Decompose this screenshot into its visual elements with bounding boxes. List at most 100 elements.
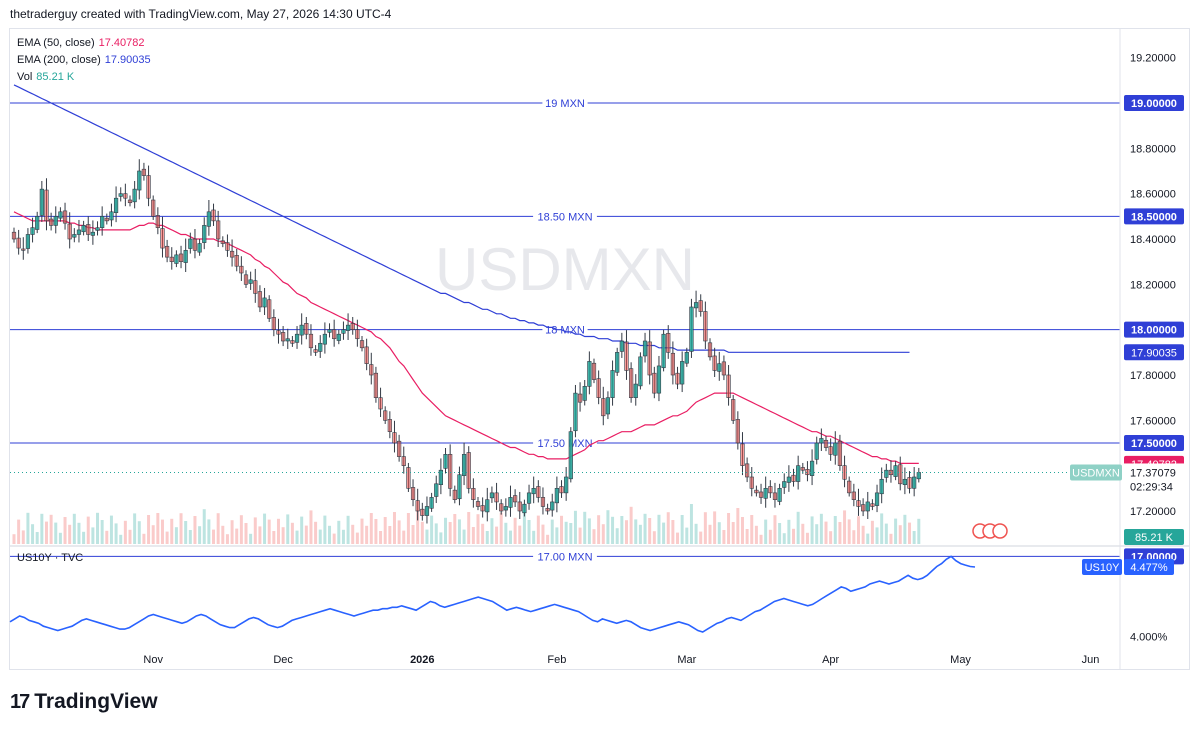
last-value-labels: 17.9003517.4078217.3707902:29:34USDMXN85… [972, 344, 1184, 545]
candle-body [239, 265, 244, 274]
volume-bar [411, 525, 415, 544]
price-level-label: 17.50 MXN [537, 438, 592, 450]
candle-body [461, 454, 467, 476]
volume-bar [434, 523, 438, 544]
indicator-legend[interactable]: EMA (50, close) 17.40782 EMA (200, close)… [17, 35, 151, 86]
volume-bar [638, 524, 642, 544]
volume-bar [708, 524, 712, 544]
price-level-label-bg [542, 96, 588, 110]
candle-body [424, 506, 430, 516]
volume-bar [699, 531, 703, 544]
legend-volume[interactable]: Vol 85.21 K [17, 69, 151, 86]
candle-body [67, 223, 72, 240]
candle-body [438, 469, 443, 486]
volume-bar [555, 527, 559, 544]
volume-bar [662, 522, 666, 544]
us10y-legend[interactable]: US10Y · TVC [17, 552, 84, 564]
candle-body [819, 438, 824, 444]
candle-body [745, 463, 750, 478]
volume-bar [31, 524, 35, 544]
candle-body [842, 465, 847, 480]
volume-bar [522, 512, 526, 544]
volume-bar [620, 516, 624, 544]
candle-body [805, 468, 810, 476]
volume-bar [346, 515, 350, 544]
price-level-axis-tag [1124, 95, 1184, 111]
volume-bar [337, 520, 341, 544]
time-axis[interactable]: Nov Dec 2026 Feb Mar Apr May Jun [143, 654, 1099, 666]
candle-body [216, 220, 221, 240]
tradingview-logo[interactable]: 17 TradingView [10, 690, 158, 714]
candle-body [452, 489, 457, 500]
candle-body [118, 193, 123, 197]
candle-body [610, 370, 615, 398]
candle-body [197, 243, 202, 253]
candle-body [267, 299, 272, 319]
candle-body [814, 442, 819, 460]
volume-bar [86, 516, 90, 544]
candle-body [443, 454, 448, 469]
candle-body [202, 225, 207, 243]
candles[interactable] [10, 159, 1120, 524]
volume-last-value-bg [1124, 529, 1184, 545]
candle-body [480, 505, 485, 512]
candle-body [466, 452, 471, 489]
volume-bar [773, 515, 777, 544]
price-level-label-bg [533, 549, 597, 564]
candle-body [86, 224, 91, 235]
volume-bar [379, 531, 383, 544]
candle-body [684, 352, 689, 364]
volume-bar [768, 529, 772, 544]
ema-lines [13, 84, 919, 464]
candle-body [155, 215, 160, 228]
symbol-tag: USDMXN [1072, 467, 1120, 479]
legend-ema50[interactable]: EMA (50, close) 17.40782 [17, 35, 151, 52]
candle-body [104, 217, 109, 222]
candle-body [123, 193, 128, 199]
candle-body [90, 231, 95, 236]
candle-body [281, 332, 286, 342]
volume-bar [290, 522, 294, 544]
candle-body [823, 439, 829, 448]
volume-bar [341, 529, 345, 544]
candle-body [587, 361, 592, 387]
volume-bar [676, 532, 680, 544]
candle-body [35, 216, 40, 230]
volume-bar [49, 514, 53, 544]
volume-bar [908, 522, 912, 544]
candle-body [178, 253, 184, 262]
candle-body [601, 398, 606, 417]
volume-bar [852, 530, 856, 544]
us10y-last-value-bg [1124, 558, 1174, 575]
volume-bar [485, 531, 489, 544]
price-levels: 19 MXN 18.50 MXN 18 MXN 17.50 MXN 17.00 MXN [10, 96, 1120, 564]
volume-bar [652, 531, 656, 544]
legend-ema200[interactable]: EMA (200, close) 17.90035 [17, 52, 151, 69]
candle-body [800, 467, 805, 471]
candle-body [494, 492, 499, 503]
volume-bar [689, 504, 693, 544]
volume-bar [745, 529, 749, 544]
candle-body [364, 346, 369, 364]
candle-body [902, 478, 907, 486]
candle-body [545, 507, 550, 512]
volume-bar [276, 518, 280, 544]
candle-body [642, 340, 648, 357]
candle-body [554, 488, 559, 504]
volume-bar [114, 523, 118, 544]
us10y-symbol-tag: US10Y [1085, 562, 1121, 574]
volume-bar [527, 520, 531, 544]
volume-bar [870, 520, 874, 544]
candle-body [127, 199, 133, 204]
volume-bar [170, 518, 174, 544]
volume-bar [165, 531, 169, 544]
volume-bar [202, 509, 206, 544]
candle-body [141, 168, 147, 176]
price-tick-label: 18.60000 [1130, 189, 1176, 201]
price-level-axis-text: 18.00000 [1131, 325, 1177, 337]
candle-body [531, 488, 536, 495]
symbol-watermark: USDMXN [435, 236, 695, 303]
candle-body [758, 491, 764, 498]
candle-body [220, 240, 225, 244]
